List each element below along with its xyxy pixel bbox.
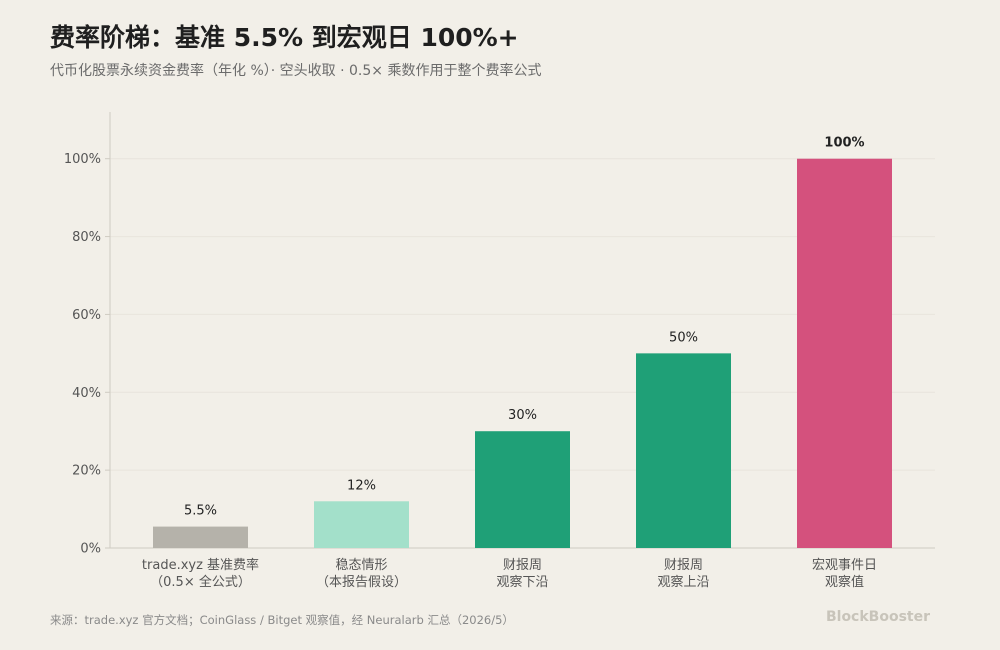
x-tick-label: 观察下沿 <box>496 575 548 590</box>
x-tick-label: 观察值 <box>825 574 864 590</box>
chart-title: 费率阶梯：基准 5.5% 到宏观日 100%+ <box>50 23 519 52</box>
x-tick-label: 宏观事件日 <box>812 558 877 573</box>
data-label: 100% <box>824 136 864 151</box>
y-tick-label: 20% <box>72 464 101 479</box>
brand-watermark: BlockBooster <box>825 609 930 625</box>
x-tick-label: （本报告假设） <box>316 575 407 590</box>
x-tick-label: 稳态情形 <box>335 557 387 573</box>
y-tick-label: 60% <box>72 308 101 323</box>
x-tick-label: 财报周 <box>664 558 703 573</box>
x-tick-label: （0.5× 全公式） <box>150 574 251 590</box>
bar-layer <box>153 158 892 548</box>
x-tick-label: 观察上沿 <box>657 575 709 590</box>
data-label: 12% <box>347 478 376 493</box>
bar <box>636 353 731 548</box>
y-tick-label: 40% <box>72 386 101 401</box>
source-footnote: 来源：trade.xyz 官方文档；CoinGlass / Bitget 观察值… <box>50 613 514 627</box>
bar <box>475 431 570 548</box>
chart-subtitle: 代币化股票永续资金费率（年化 %）· 空头收取 · 0.5× 乘数作用于整个费率… <box>50 63 542 79</box>
data-label: 5.5% <box>184 504 217 519</box>
data-label: 50% <box>669 330 698 345</box>
x-tick-label: trade.xyz 基准费率 <box>142 557 259 573</box>
data-label: 30% <box>508 408 537 423</box>
x-tick-label: 财报周 <box>503 558 542 573</box>
bar <box>153 526 248 548</box>
y-tick-label: 100% <box>64 152 101 167</box>
bar <box>314 501 409 548</box>
bar <box>797 158 892 548</box>
y-tick-label: 0% <box>80 542 101 557</box>
label-layer: 5.5% trade.xyz 基准费率（0.5× 全公式） 12% 稳态情形 （本报告假… <box>142 136 877 590</box>
axis-layer: 0% 20% 40% 60% 80% 100% <box>64 112 935 557</box>
y-tick-label: 80% <box>72 230 101 245</box>
